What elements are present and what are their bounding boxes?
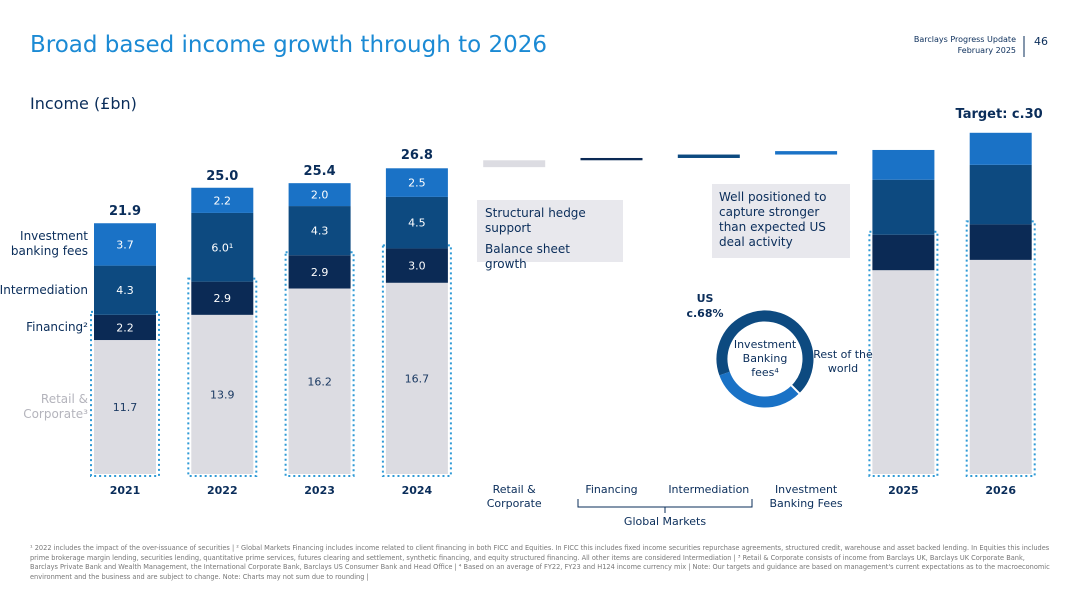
donut-separator bbox=[790, 384, 801, 395]
bar-segment bbox=[94, 314, 156, 341]
note-text: Balance sheet growth bbox=[485, 242, 571, 271]
donut-value-label: c.68% bbox=[686, 307, 724, 320]
legend-label: Intermediation bbox=[0, 282, 88, 297]
highlight-box bbox=[284, 251, 355, 477]
donut-slice bbox=[719, 371, 800, 408]
total-label: 25.0 bbox=[206, 169, 238, 184]
highlight-box bbox=[90, 310, 160, 477]
bar-segment bbox=[94, 223, 156, 266]
segment-label: 16.7 bbox=[405, 372, 430, 385]
note-box bbox=[712, 184, 850, 258]
highlight-box bbox=[187, 277, 258, 478]
bar-segment bbox=[191, 281, 254, 315]
bar-segment bbox=[94, 340, 156, 474]
bar-segment bbox=[288, 255, 351, 289]
bar-segment bbox=[191, 212, 254, 282]
legend-label: Investment banking fees bbox=[10, 229, 88, 259]
bridge-bar bbox=[677, 154, 740, 158]
group-bracket bbox=[577, 499, 753, 513]
bar-segment bbox=[969, 259, 1032, 474]
bridge-bar bbox=[775, 151, 838, 155]
bridge-label: Retail & Corporate bbox=[486, 483, 542, 510]
bar-segment bbox=[288, 288, 351, 474]
bridge-bar bbox=[580, 157, 643, 161]
segment-label: 4.5 bbox=[408, 217, 426, 230]
bridge-label: Investment Banking Fees bbox=[769, 483, 843, 510]
x-tick-label: 2024 bbox=[401, 484, 433, 497]
segment-label: 2.9 bbox=[214, 292, 232, 305]
bar-segment bbox=[288, 206, 351, 256]
deck-name: Barclays Progress Update bbox=[913, 35, 1016, 44]
bar-segment bbox=[969, 132, 1032, 165]
bar-segment bbox=[872, 179, 935, 235]
bridge-label: Intermediation bbox=[668, 483, 750, 496]
bridge-bar bbox=[483, 160, 546, 168]
x-tick-label: 2026 bbox=[985, 484, 1016, 497]
bar-segment bbox=[385, 282, 448, 474]
highlight-box bbox=[965, 220, 1036, 477]
segment-label: 4.3 bbox=[116, 284, 134, 297]
donut-label: Rest of the world bbox=[813, 348, 873, 375]
segment-label: 3.0 bbox=[408, 260, 426, 273]
bar-segment bbox=[872, 149, 935, 180]
total-label: 21.9 bbox=[109, 204, 141, 219]
bar-segment bbox=[385, 196, 448, 249]
x-tick-label: 2025 bbox=[888, 484, 919, 497]
segment-label: 13.9 bbox=[210, 388, 235, 401]
bar-segment bbox=[969, 224, 1032, 260]
x-tick-label: 2023 bbox=[304, 484, 335, 497]
bar-segment bbox=[191, 187, 254, 213]
annotation: Target: c.30 bbox=[955, 106, 1043, 122]
legend-label: Financing² bbox=[26, 319, 88, 334]
footnote: ¹ 2022 includes the impact of the over-i… bbox=[30, 544, 1050, 581]
segment-label: 2.5 bbox=[408, 177, 426, 190]
note-text: Well positioned to capture stronger than… bbox=[719, 190, 827, 249]
bar-segment bbox=[969, 164, 1032, 225]
segment-label: 4.3 bbox=[311, 225, 329, 238]
x-tick-label: 2022 bbox=[206, 484, 238, 497]
note-box bbox=[477, 200, 623, 262]
slide-title: Broad based income growth through to 202… bbox=[30, 32, 548, 58]
page-number: 46 bbox=[1034, 35, 1048, 48]
segment-label: 11.7 bbox=[113, 401, 138, 414]
segment-label: 2.9 bbox=[311, 266, 329, 279]
note-text: Structural hedge support bbox=[485, 206, 586, 235]
highlight-box bbox=[868, 230, 939, 477]
segment-label: 3.7 bbox=[116, 238, 134, 251]
donut-slice bbox=[716, 310, 814, 394]
bar-segment bbox=[191, 314, 254, 474]
donut-title: Investment Banking fees⁴ bbox=[733, 338, 797, 379]
deck-date: February 2025 bbox=[957, 46, 1016, 55]
segment-label: 16.2 bbox=[307, 375, 332, 388]
bar-segment bbox=[94, 265, 156, 315]
donut-label: US bbox=[696, 292, 714, 305]
total-label: 25.4 bbox=[304, 164, 336, 179]
segment-label: 2.2 bbox=[214, 194, 232, 207]
group-label: Global Markets bbox=[623, 515, 707, 528]
legend-label: Retail & Corporate³ bbox=[23, 392, 88, 422]
x-tick-label: 2021 bbox=[109, 484, 141, 497]
segment-label: 6.0¹ bbox=[211, 241, 233, 254]
bar-segment bbox=[288, 183, 351, 207]
bridge-label: Financing bbox=[585, 483, 638, 496]
total-label: 26.8 bbox=[401, 148, 433, 163]
segment-label: 2.0 bbox=[311, 189, 329, 202]
chart-subtitle: Income (£bn) bbox=[30, 94, 137, 113]
bar-segment bbox=[872, 270, 935, 474]
bar-segment bbox=[872, 234, 935, 271]
bar-segment bbox=[385, 248, 448, 283]
highlight-box bbox=[381, 244, 452, 477]
segment-label: 2.2 bbox=[116, 321, 134, 334]
bar-segment bbox=[385, 168, 448, 197]
